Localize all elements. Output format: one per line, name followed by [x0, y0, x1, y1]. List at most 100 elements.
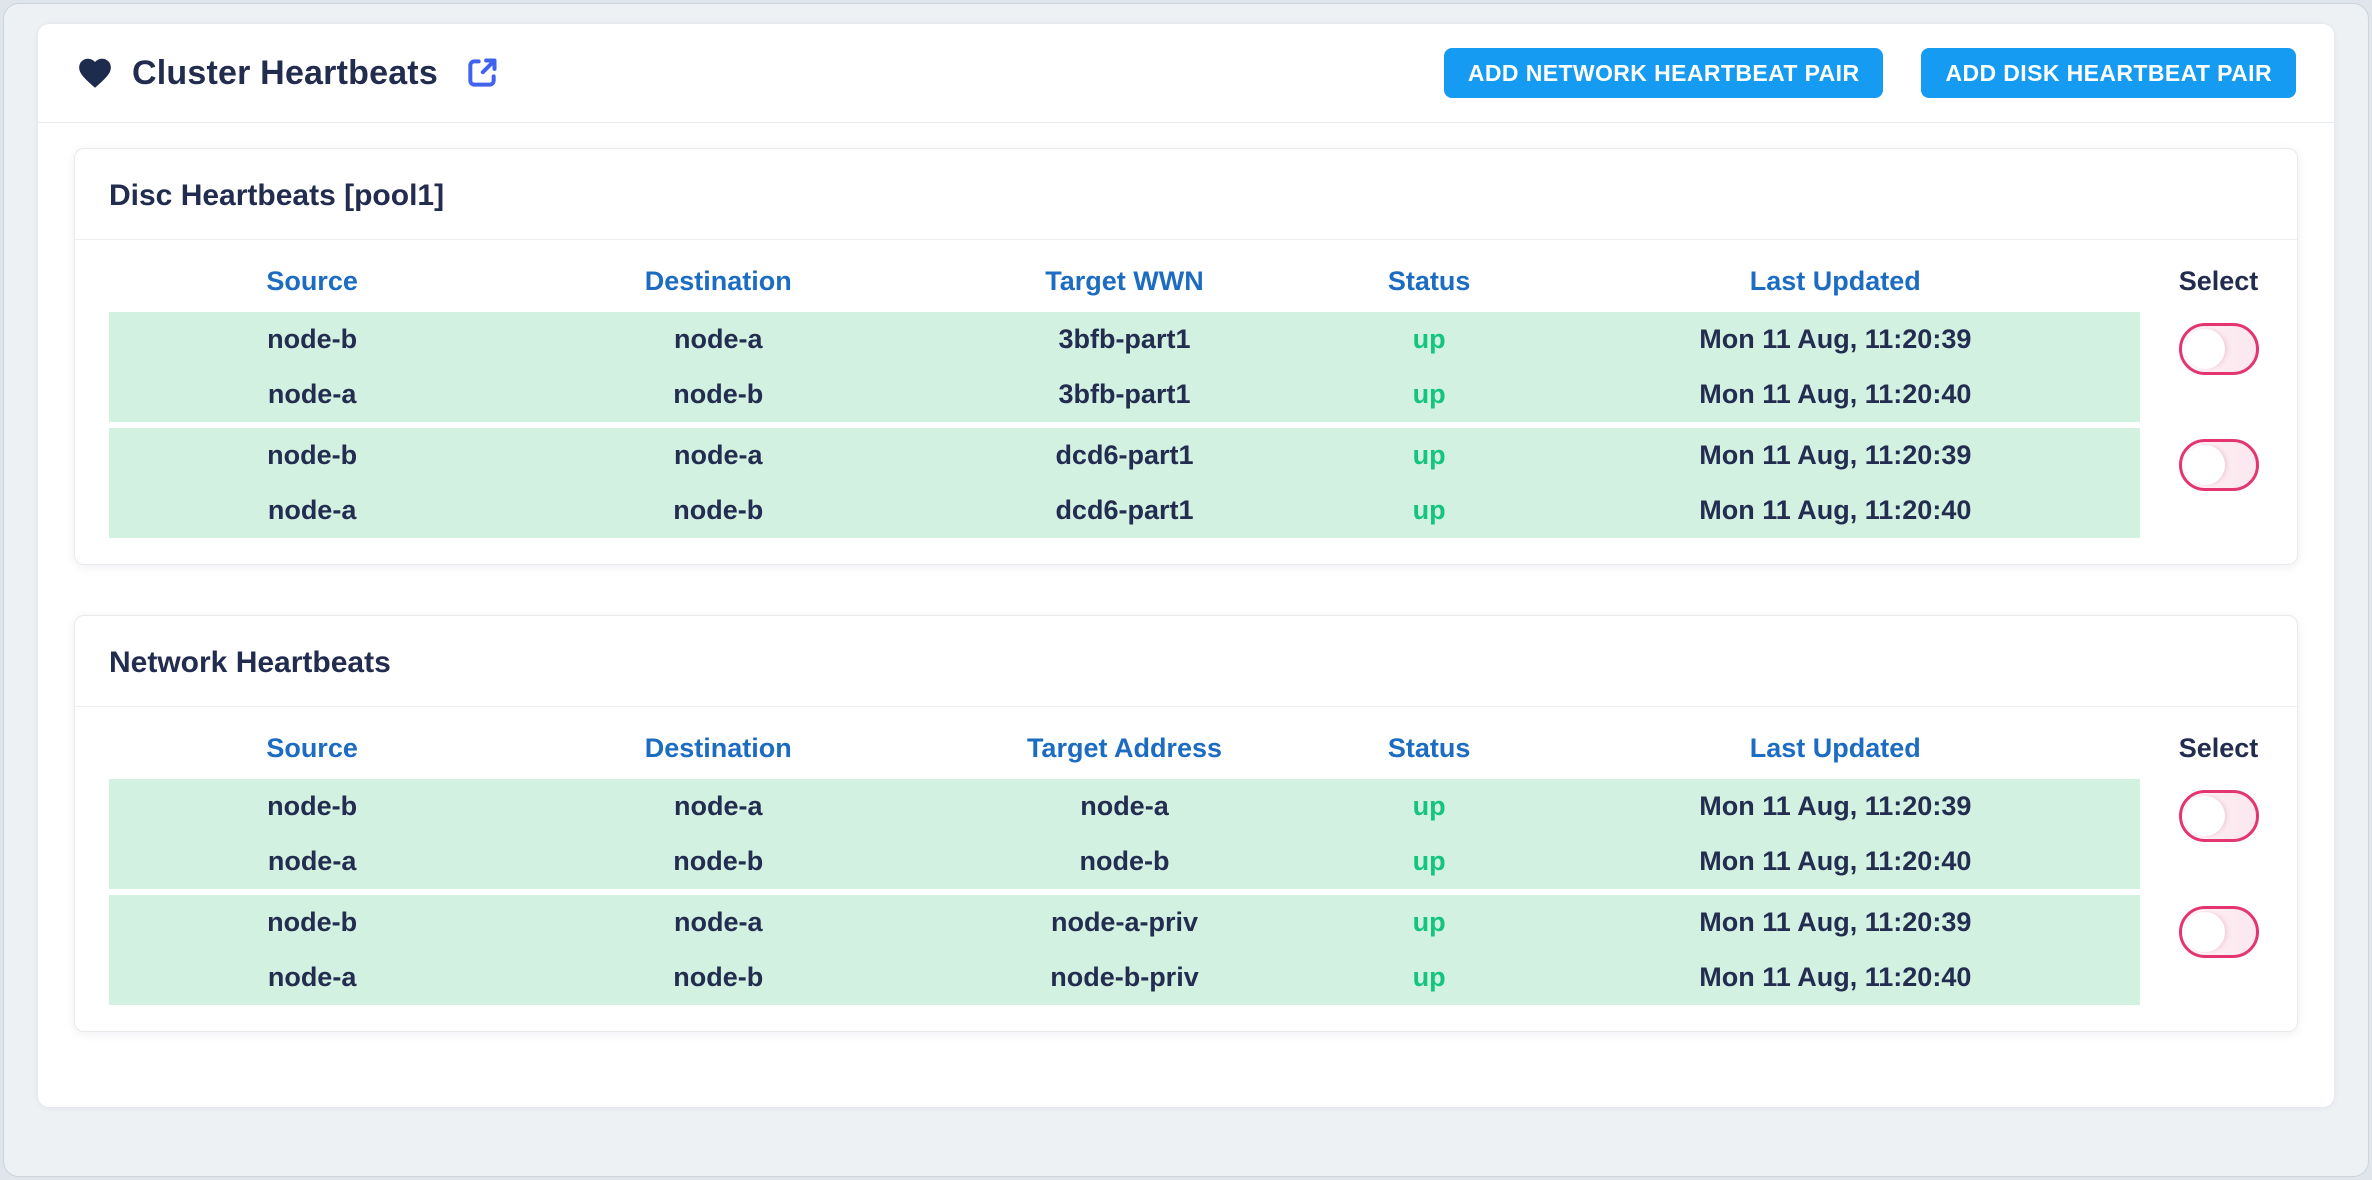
cell-source: node-b: [267, 324, 358, 354]
add-disk-heartbeat-pair-button[interactable]: ADD DISK HEARTBEAT PAIR: [1921, 48, 2296, 98]
cell-target-wwn: 3bfb-part1: [1058, 324, 1191, 354]
cell-source: node-a: [267, 846, 357, 876]
cell-last-updated: Mon 11 Aug, 11:20:39: [1699, 907, 1972, 937]
column-header-select: Select: [2178, 265, 2259, 296]
disc-table-header-row: Source Destination Target WWN Status Las…: [109, 250, 2297, 312]
select-toggle[interactable]: [2178, 439, 2259, 491]
cell-destination: node-a: [674, 324, 763, 354]
toggle-knob: [2184, 796, 2225, 836]
cluster-heartbeats-card: Cluster Heartbeats ADD NETWORK HEARTBEAT…: [37, 23, 2335, 1108]
cell-target-address: node-b: [1079, 846, 1170, 876]
cell-last-updated: Mon 11 Aug, 11:20:39: [1699, 324, 1972, 354]
column-header-status[interactable]: Status: [1387, 732, 1471, 763]
cell-last-updated: Mon 11 Aug, 11:20:39: [1699, 440, 1972, 470]
page-header: Cluster Heartbeats ADD NETWORK HEARTBEAT…: [38, 24, 2334, 123]
table-row: node-b node-a 3bfb-part1 up Mon 11 Aug, …: [109, 312, 2140, 367]
cell-last-updated: Mon 11 Aug, 11:20:40: [1699, 962, 1972, 992]
select-toggle[interactable]: [2178, 906, 2259, 958]
cell-last-updated: Mon 11 Aug, 11:20:39: [1699, 791, 1972, 821]
network-section-title-row: Network Heartbeats: [75, 616, 2297, 706]
cell-status: up: [1412, 907, 1446, 937]
column-header-select: Select: [2178, 732, 2259, 763]
network-heartbeat-pair: node-b node-a node-a-priv up Mon 11 Aug,…: [109, 895, 2297, 1005]
column-header-destination[interactable]: Destination: [644, 265, 792, 296]
table-row: node-b node-a node-a-priv up Mon 11 Aug,…: [109, 895, 2140, 950]
disc-table: Source Destination Target WWN Status Las…: [75, 240, 2297, 564]
cell-destination: node-a: [674, 791, 763, 821]
add-network-heartbeat-pair-button[interactable]: ADD NETWORK HEARTBEAT PAIR: [1443, 48, 1884, 98]
network-heartbeat-pair: node-b node-a node-a up Mon 11 Aug, 11:2…: [109, 779, 2297, 889]
column-header-target-address[interactable]: Target Address: [1026, 732, 1222, 763]
cell-last-updated: Mon 11 Aug, 11:20:40: [1699, 846, 1972, 876]
disc-section-title-row: Disc Heartbeats [pool1]: [75, 149, 2297, 239]
cell-source: node-a: [267, 962, 357, 992]
select-gutter: [2140, 428, 2297, 538]
disc-section-divider: [75, 239, 2297, 240]
cell-target-address: node-b-priv: [1050, 962, 1199, 992]
cell-destination: node-b: [673, 495, 764, 525]
toggle-knob: [2184, 445, 2225, 485]
column-header-source[interactable]: Source: [266, 732, 358, 763]
cell-destination: node-b: [673, 846, 764, 876]
column-header-destination[interactable]: Destination: [644, 732, 792, 763]
network-table-header-cells: Source Destination Target Address Status…: [109, 717, 2140, 779]
cell-target-address: node-a-priv: [1050, 907, 1198, 937]
app-window: Cluster Heartbeats ADD NETWORK HEARTBEAT…: [3, 3, 2369, 1177]
page-content: Disc Heartbeats [pool1] Source Destinati…: [38, 123, 2334, 1032]
cell-status: up: [1412, 846, 1446, 876]
cell-status: up: [1412, 324, 1446, 354]
external-link-icon[interactable]: [462, 53, 502, 93]
select-gutter: [2140, 779, 2297, 889]
cell-target-wwn: dcd6-part1: [1055, 440, 1194, 470]
cell-target-wwn: dcd6-part1: [1055, 495, 1194, 525]
table-row: node-a node-b node-b-priv up Mon 11 Aug,…: [109, 950, 2140, 1005]
pair-rows: node-b node-a node-a-priv up Mon 11 Aug,…: [109, 895, 2140, 1005]
disc-table-header-cells: Source Destination Target WWN Status Las…: [109, 250, 2140, 312]
page-title: Cluster Heartbeats: [132, 53, 438, 92]
disc-heartbeats-section: Disc Heartbeats [pool1] Source Destinati…: [74, 148, 2298, 565]
network-table-header-row: Source Destination Target Address Status…: [109, 717, 2297, 779]
cell-last-updated: Mon 11 Aug, 11:20:40: [1699, 495, 1972, 525]
cell-last-updated: Mon 11 Aug, 11:20:40: [1699, 379, 1972, 409]
heart-icon: [79, 58, 111, 88]
cell-destination: node-a: [674, 907, 763, 937]
cell-source: node-b: [267, 907, 358, 937]
table-row: node-b node-a dcd6-part1 up Mon 11 Aug, …: [109, 428, 2140, 483]
cell-status: up: [1412, 962, 1446, 992]
cell-status: up: [1412, 379, 1446, 409]
table-row: node-b node-a node-a up Mon 11 Aug, 11:2…: [109, 779, 2140, 834]
table-row: node-a node-b dcd6-part1 up Mon 11 Aug, …: [109, 483, 2140, 538]
cell-destination: node-b: [673, 379, 764, 409]
column-header-source[interactable]: Source: [266, 265, 358, 296]
toggle-knob: [2184, 329, 2225, 369]
select-gutter: [2140, 895, 2297, 1005]
cell-status: up: [1412, 440, 1446, 470]
pair-rows: node-b node-a node-a up Mon 11 Aug, 11:2…: [109, 779, 2140, 889]
cell-source: node-a: [267, 379, 357, 409]
column-header-status[interactable]: Status: [1387, 265, 1471, 296]
column-header-last-updated[interactable]: Last Updated: [1749, 265, 1921, 296]
cell-status: up: [1412, 791, 1446, 821]
toggle-knob: [2184, 912, 2225, 952]
cell-source: node-b: [267, 791, 358, 821]
network-table: Source Destination Target Address Status…: [75, 707, 2297, 1031]
cell-target-wwn: 3bfb-part1: [1058, 379, 1191, 409]
cell-destination: node-a: [674, 440, 763, 470]
cell-status: up: [1412, 495, 1446, 525]
table-row: node-a node-b node-b up Mon 11 Aug, 11:2…: [109, 834, 2140, 889]
column-header-last-updated[interactable]: Last Updated: [1749, 732, 1921, 763]
network-heartbeats-section: Network Heartbeats Source Destination Ta…: [74, 615, 2298, 1032]
cell-source: node-b: [267, 440, 358, 470]
disc-section-title: Disc Heartbeats [pool1]: [109, 179, 445, 212]
select-toggle[interactable]: [2178, 790, 2259, 842]
column-header-target-wwn[interactable]: Target WWN: [1045, 265, 1204, 296]
table-row: node-a node-b 3bfb-part1 up Mon 11 Aug, …: [109, 367, 2140, 422]
select-toggle[interactable]: [2178, 323, 2259, 375]
cell-target-address: node-a: [1080, 791, 1169, 821]
select-gutter: [2140, 312, 2297, 422]
pair-rows: node-b node-a dcd6-part1 up Mon 11 Aug, …: [109, 428, 2140, 538]
pair-rows: node-b node-a 3bfb-part1 up Mon 11 Aug, …: [109, 312, 2140, 422]
network-section-title: Network Heartbeats: [109, 646, 391, 679]
cell-source: node-a: [267, 495, 357, 525]
disc-heartbeat-pair: node-b node-a 3bfb-part1 up Mon 11 Aug, …: [109, 312, 2297, 422]
